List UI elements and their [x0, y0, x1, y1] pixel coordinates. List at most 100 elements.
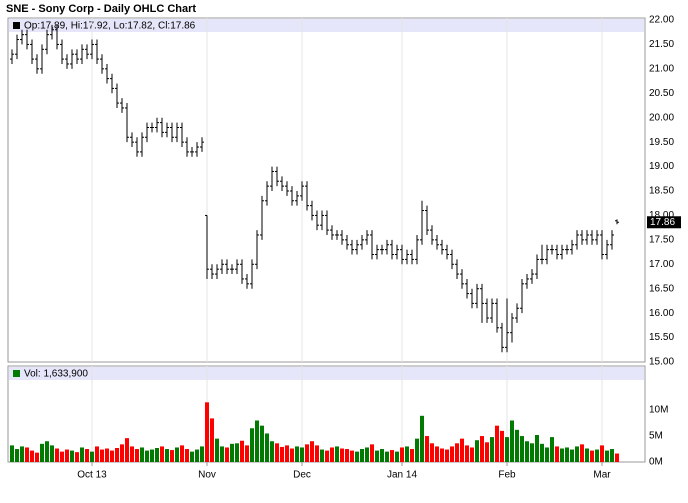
- volume-bar: [340, 448, 344, 462]
- x-tick-label: Feb: [498, 470, 516, 481]
- volume-bar: [220, 446, 224, 462]
- volume-bar: [90, 451, 94, 462]
- volume-bar: [400, 447, 404, 462]
- volume-bar: [170, 450, 174, 462]
- y-tick-label: 20.00: [649, 112, 674, 123]
- price-panel: [7, 17, 646, 363]
- volume-bar: [60, 451, 64, 462]
- volume-bar: [430, 443, 434, 462]
- volume-bar: [540, 443, 544, 462]
- y-tick-label: 17.50: [649, 234, 674, 245]
- volume-bar: [160, 446, 164, 462]
- volume-bar: [460, 438, 464, 462]
- volume-bar: [275, 443, 279, 462]
- y-tick-label: 18.50: [649, 186, 674, 197]
- y-tick-label: 15.50: [649, 332, 674, 343]
- x-tick-label: Dec: [293, 470, 311, 481]
- volume-legend: Vol: 1,633,900: [24, 369, 88, 380]
- volume-bar: [280, 446, 284, 462]
- volume-bar: [130, 446, 134, 462]
- x-tick-label: Nov: [198, 470, 216, 481]
- volume-bar: [85, 449, 89, 462]
- volume-bar: [390, 450, 394, 462]
- volume-bar: [135, 449, 139, 462]
- y-tick-label: 20.50: [649, 88, 674, 99]
- volume-bar: [15, 449, 19, 462]
- volume-bar: [440, 448, 444, 462]
- volume-bar: [610, 449, 614, 462]
- volume-bar: [525, 441, 529, 462]
- volume-bar: [30, 450, 34, 462]
- price-legend-band: [9, 19, 644, 32]
- volume-bar: [605, 450, 609, 462]
- volume-bar: [195, 449, 199, 462]
- volume-bar: [360, 449, 364, 462]
- volume-bar: [375, 450, 379, 462]
- volume-bar: [50, 445, 54, 462]
- volume-bar: [330, 447, 334, 462]
- volume-bar: [370, 444, 374, 462]
- volume-bar: [70, 450, 74, 462]
- volume-bar: [580, 444, 584, 462]
- last-price-label: 17.86: [650, 217, 675, 228]
- volume-bar: [495, 425, 499, 462]
- volume-bar: [300, 447, 304, 462]
- volume-bar: [530, 443, 534, 462]
- volume-legend-icon: [13, 370, 20, 377]
- volume-bar: [425, 436, 429, 462]
- volume-bar: [105, 448, 109, 462]
- volume-bar: [545, 447, 549, 462]
- y-tick-label: 21.50: [649, 39, 674, 50]
- volume-bar: [110, 450, 114, 462]
- volume-bar: [520, 436, 524, 462]
- volume-bar: [445, 449, 449, 462]
- volume-legend-band: [9, 367, 644, 380]
- y-tick-label: 18.00: [649, 210, 674, 221]
- y-tick-label: 5M: [649, 431, 663, 442]
- volume-bar: [250, 428, 254, 462]
- volume-bar: [455, 443, 459, 462]
- x-tick-label: Oct 13: [77, 470, 107, 481]
- volume-bar: [295, 446, 299, 462]
- volume-bar: [590, 450, 594, 462]
- volume-bar: [325, 450, 329, 462]
- volume-bar: [475, 440, 479, 462]
- volume-bar: [485, 442, 489, 462]
- volume-bar: [480, 436, 484, 462]
- volume-bar: [500, 430, 504, 462]
- chart-title: SNE - Sony Corp - Daily OHLC Chart: [6, 3, 196, 15]
- y-tick-label: 16.50: [649, 283, 674, 294]
- volume-bar: [75, 452, 79, 462]
- volume-bar: [20, 446, 24, 462]
- y-tick-label: 10M: [649, 405, 668, 416]
- volume-bar: [510, 420, 514, 462]
- volume-bar: [290, 448, 294, 462]
- y-tick-label: 15.00: [649, 357, 674, 368]
- volume-bar: [100, 449, 104, 462]
- volume-bar: [555, 446, 559, 462]
- volume-bar: [95, 446, 99, 462]
- y-tick-label: 19.00: [649, 161, 674, 172]
- x-tick-label: Mar: [593, 470, 611, 481]
- volume-bar: [165, 449, 169, 462]
- price-legend: Op:17.89, Hi:17.92, Lo:17.82, Cl:17.86: [24, 21, 196, 32]
- volume-bar: [80, 447, 84, 462]
- y-tick-label: 19.50: [649, 137, 674, 148]
- last-price-box: [647, 216, 681, 229]
- volume-bar: [410, 449, 414, 462]
- volume-bar: [255, 420, 259, 462]
- volume-bar: [575, 446, 579, 462]
- volume-bar: [355, 451, 359, 462]
- volume-bar: [235, 443, 239, 462]
- volume-bar: [260, 425, 264, 462]
- volume-bar: [560, 448, 564, 462]
- volume-bar: [365, 447, 369, 462]
- volume-bar: [515, 429, 519, 462]
- volume-bar: [55, 448, 59, 462]
- volume-bar: [550, 437, 554, 462]
- volume-bar: [215, 438, 219, 462]
- volume-bar: [615, 453, 619, 462]
- volume-bar: [150, 449, 154, 462]
- volume-bar: [25, 447, 29, 462]
- volume-bar: [315, 445, 319, 462]
